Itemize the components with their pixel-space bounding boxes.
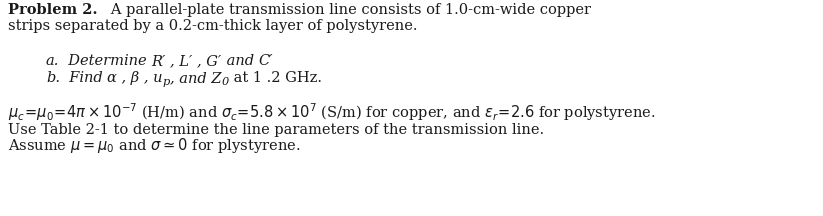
Text: b.: b. — [46, 71, 60, 85]
Text: Problem 2.: Problem 2. — [8, 3, 97, 17]
Text: at 1 .2 GHz.: at 1 .2 GHz. — [229, 71, 322, 85]
Text: C′: C′ — [258, 54, 273, 68]
Text: α , β , u: α , β , u — [107, 71, 163, 85]
Text: 0: 0 — [221, 77, 229, 87]
Text: Assume $\mu = \mu_0$ and $\sigma \simeq 0$ for plystyrene.: Assume $\mu = \mu_0$ and $\sigma \simeq … — [8, 136, 300, 155]
Text: Find: Find — [60, 71, 107, 85]
Text: , and Z: , and Z — [170, 71, 221, 85]
Text: p: p — [163, 77, 170, 87]
Text: Determine: Determine — [59, 54, 151, 68]
Text: strips separated by a 0.2-cm-thick layer of polystyrene.: strips separated by a 0.2-cm-thick layer… — [8, 19, 417, 33]
Text: $\mu_c\!=\!\mu_0\!=\!4\pi \times 10^{-7}$ (H/m) and $\sigma_c\!=\! 5.8 \times 10: $\mu_c\!=\!\mu_0\!=\!4\pi \times 10^{-7}… — [8, 101, 656, 123]
Text: R′ , L′ , G′: R′ , L′ , G′ — [151, 54, 222, 68]
Text: A parallel-plate transmission line consists of 1.0-cm-wide copper: A parallel-plate transmission line consi… — [97, 3, 592, 17]
Text: and: and — [222, 54, 258, 68]
Text: Use Table 2-1 to determine the line parameters of the transmission line.: Use Table 2-1 to determine the line para… — [8, 123, 544, 137]
Text: a.: a. — [46, 54, 59, 68]
